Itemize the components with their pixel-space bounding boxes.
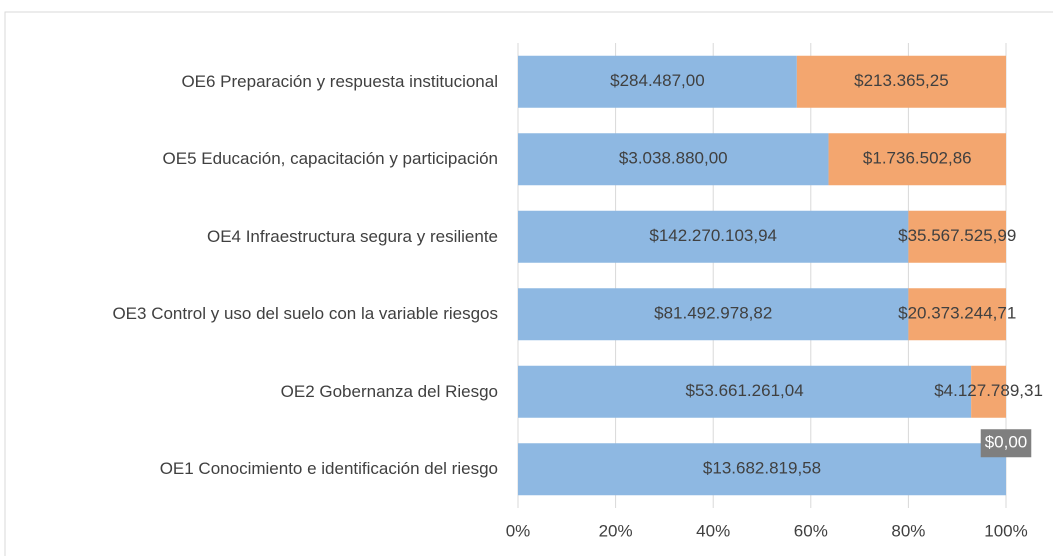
data-label: $0,00: [985, 433, 1028, 452]
bar-segment: [518, 288, 909, 341]
x-tick-label: 100%: [984, 521, 1027, 540]
x-tick-label: 60%: [794, 521, 828, 540]
chart-border: [4, 11, 1053, 556]
bar-segment: [518, 55, 797, 108]
data-label: $81.492.978,82: [654, 304, 772, 323]
bar-segment: [518, 133, 829, 186]
data-label: $35.567.525,99: [898, 226, 1016, 245]
bar-segment: [908, 288, 1006, 341]
bar-segment: [518, 365, 972, 418]
bar-segment: [518, 210, 909, 263]
y-tick-label: OE4 Infraestructura segura y resiliente: [8, 226, 498, 248]
data-label: $4.127.789,31: [934, 381, 1043, 400]
bar-segment: [971, 365, 1006, 418]
data-label: $213.365,25: [854, 71, 949, 90]
bar-segment: [828, 133, 1006, 186]
bar-segment: [908, 210, 1006, 263]
data-label: $1.736.502,86: [863, 149, 972, 168]
data-label: $20.373.244,71: [898, 304, 1016, 323]
y-tick-text: OE2 Gobernanza del Riesgo: [280, 381, 498, 401]
y-tick-label: OE1 Conocimiento e identificación del ri…: [8, 458, 498, 480]
data-label: $13.682.819,58: [703, 459, 821, 478]
data-label-bg: [980, 429, 1032, 458]
x-tick-label: 0%: [506, 521, 531, 540]
y-tick-label: OE3 Control y uso del suelo con la varia…: [8, 303, 498, 325]
y-tick-text: OE4 Infraestructura segura y resiliente: [206, 226, 498, 246]
x-tick-label: 40%: [696, 521, 730, 540]
grid: [517, 43, 1007, 508]
y-tick-text: OE3 Control y uso del suelo con la varia…: [112, 304, 498, 324]
data-label: $53.661.261,04: [685, 381, 803, 400]
bar-segment: [796, 55, 1006, 108]
y-tick-label: OE5 Educación, capacitación y participac…: [8, 148, 498, 170]
data-label: $3.038.880,00: [619, 149, 728, 168]
data-label: $284.487,00: [610, 71, 705, 90]
y-tick-label: OE2 Gobernanza del Riesgo: [8, 381, 498, 403]
x-tick-label: 20%: [599, 521, 633, 540]
y-tick-text: OE6 Preparación y respuesta instituciona…: [181, 71, 498, 91]
y-tick-text: OE5 Educación, capacitación y participac…: [162, 149, 498, 169]
bar-segment: [518, 443, 1006, 496]
data-label: $142.270.103,94: [649, 226, 777, 245]
data-label-box: $0,00: [980, 429, 1032, 458]
y-tick-text: OE1 Conocimiento e identificación del ri…: [159, 459, 498, 479]
y-tick-label: OE6 Preparación y respuesta instituciona…: [8, 71, 498, 93]
x-tick-label: 80%: [891, 521, 925, 540]
